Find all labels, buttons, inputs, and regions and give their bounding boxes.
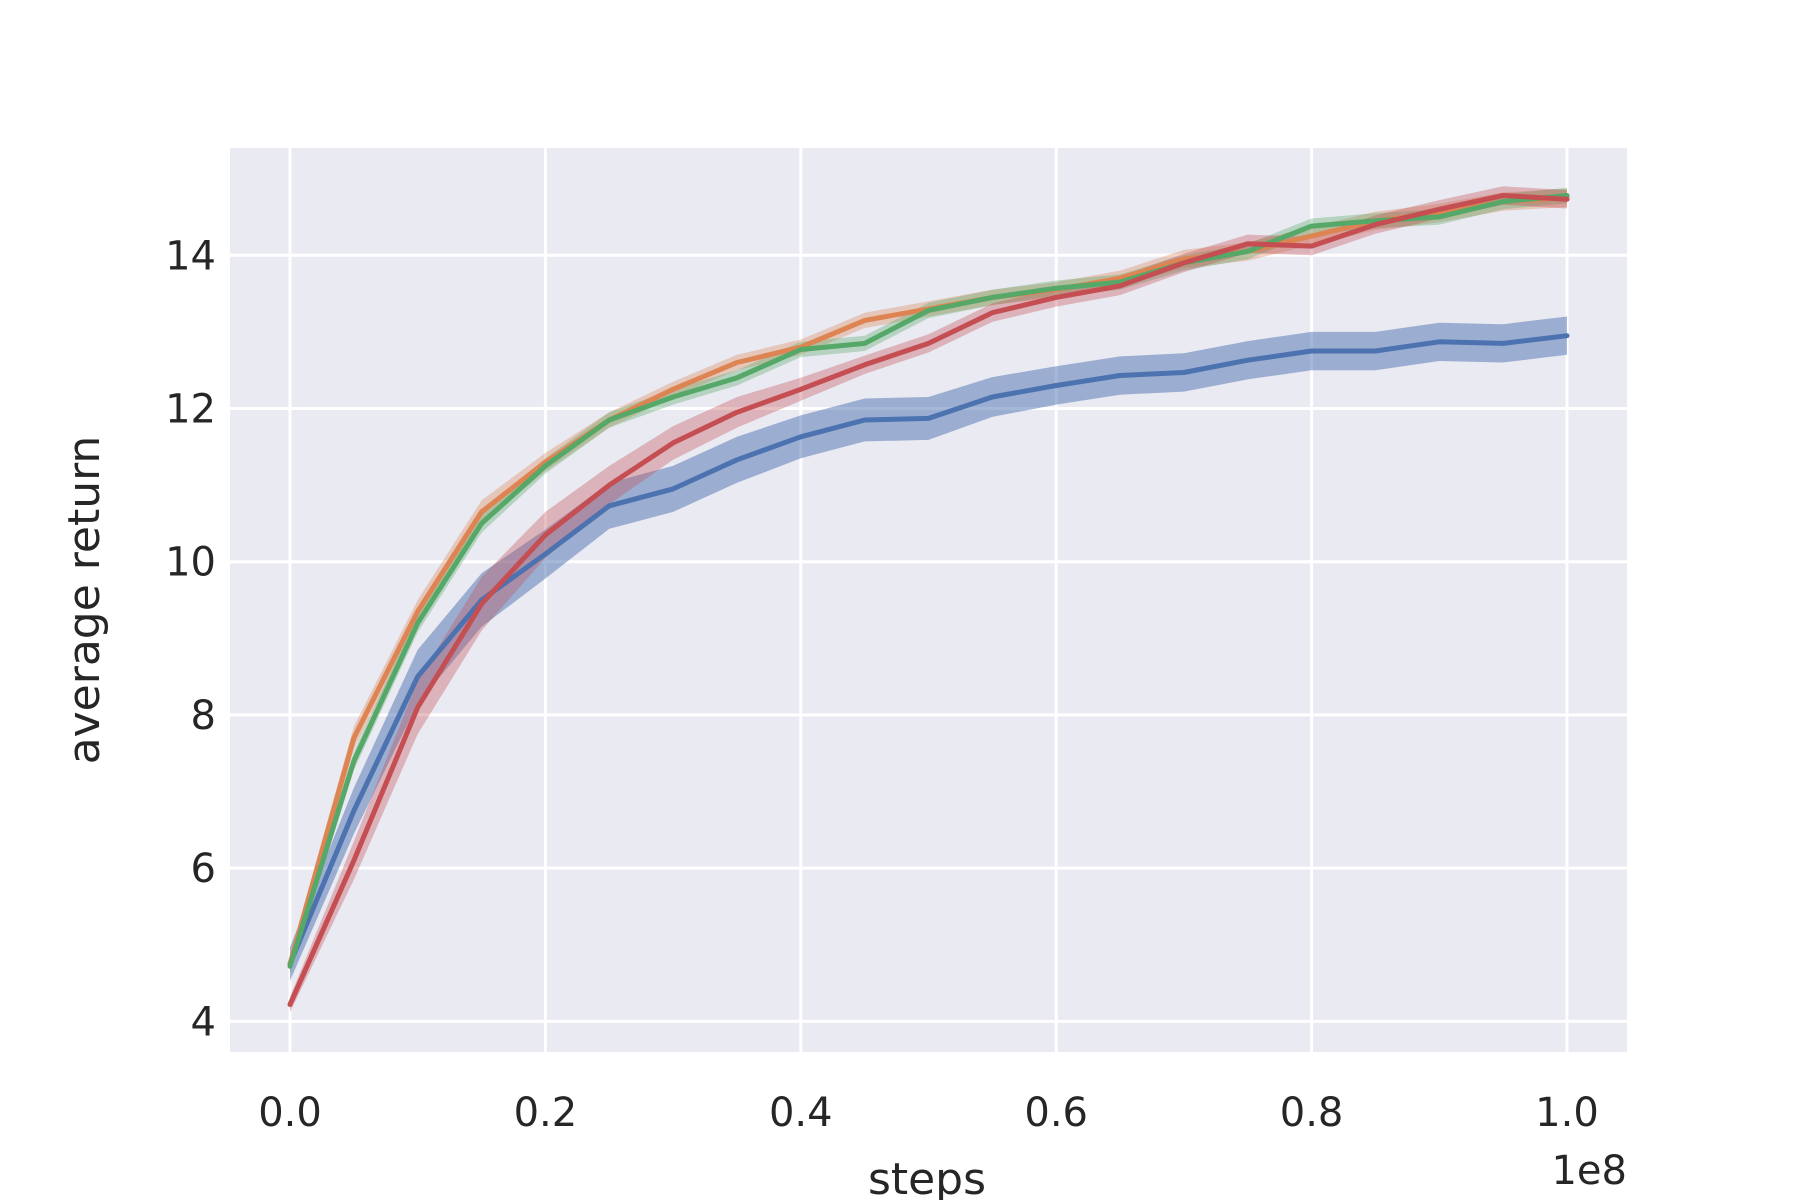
series-band-3 bbox=[290, 186, 1567, 1013]
series-line-0 bbox=[287, 333, 1570, 967]
confidence-bands bbox=[290, 186, 1567, 1013]
x-axis-label: steps bbox=[868, 1154, 986, 1200]
y-tick-label-3: 10 bbox=[165, 540, 216, 586]
x-tick-label-1: 0.2 bbox=[514, 1090, 578, 1136]
x-tick-label-3: 0.6 bbox=[1024, 1090, 1088, 1136]
y-tick-labels: 4 6 8 10 12 14 bbox=[165, 233, 216, 1045]
y-tick-label-4: 12 bbox=[165, 386, 216, 432]
series-line-2 bbox=[287, 193, 1570, 969]
y-tick-label-5: 14 bbox=[165, 233, 216, 279]
series-line-3 bbox=[287, 193, 1570, 1007]
y-tick-label-2: 8 bbox=[191, 693, 216, 739]
x-tick-label-4: 0.8 bbox=[1280, 1090, 1344, 1136]
y-tick-label-1: 6 bbox=[191, 846, 216, 892]
series-lines bbox=[287, 193, 1570, 1007]
y-tick-label-0: 4 bbox=[191, 999, 216, 1045]
x-offset-label: 1e8 bbox=[1551, 1148, 1627, 1194]
x-tick-label-2: 0.4 bbox=[769, 1090, 833, 1136]
x-tick-labels: 0.0 0.2 0.4 0.6 0.8 1.0 bbox=[258, 1090, 1599, 1136]
x-tick-label-0: 0.0 bbox=[258, 1090, 322, 1136]
x-tick-label-5: 1.0 bbox=[1535, 1090, 1599, 1136]
y-axis-label: average return bbox=[59, 436, 110, 765]
plot-area bbox=[230, 148, 1627, 1052]
